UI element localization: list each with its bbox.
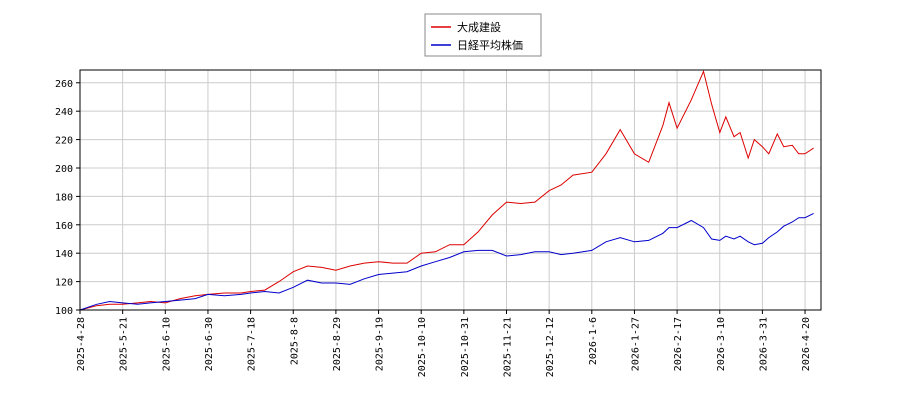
y-tick-label: 140 — [55, 249, 73, 260]
x-tick-label: 2025-10-10 — [417, 317, 428, 377]
x-tick-label: 2026-4-20 — [801, 317, 812, 371]
x-tick-label: 2026-3-31 — [758, 317, 769, 371]
y-tick-label: 220 — [55, 136, 73, 147]
x-tick-label: 2026-2-17 — [673, 317, 684, 371]
y-tick-label: 200 — [55, 164, 73, 175]
x-tick-label: 2026-3-10 — [716, 317, 727, 371]
x-tick-label: 2025-10-31 — [460, 317, 471, 377]
x-tick-label: 2025-6-30 — [204, 317, 215, 371]
x-tick-label: 2025-6-10 — [161, 317, 172, 371]
x-tick-label: 2025-12-12 — [545, 317, 556, 377]
legend-label: 日経平均株価 — [457, 38, 523, 52]
y-tick-label: 100 — [55, 306, 73, 317]
data-line — [79, 212, 814, 311]
x-tick-label: 2025-8-8 — [289, 317, 300, 365]
y-tick-label: 260 — [55, 79, 73, 90]
legend-box — [424, 13, 542, 57]
x-tick-label: 2025-7-18 — [247, 317, 258, 371]
x-tick-label: 2026-1-6 — [588, 317, 599, 365]
x-tick-label: 2026-1-27 — [630, 317, 641, 371]
data-line — [79, 69, 814, 311]
legend-label: 大成建設 — [457, 20, 501, 34]
y-tick-label: 160 — [55, 221, 73, 232]
y-tick-label: 240 — [55, 107, 73, 118]
y-tick-label: 180 — [55, 192, 73, 203]
x-tick-label: 2025-9-19 — [375, 317, 386, 371]
plot-frame — [79, 69, 822, 311]
x-tick-label: 2025-5-21 — [119, 317, 130, 371]
y-tick-label: 120 — [55, 278, 73, 289]
x-tick-label: 2025-11-21 — [503, 317, 514, 377]
x-tick-label: 2025-8-29 — [332, 317, 343, 371]
x-tick-label: 2025-4-28 — [76, 317, 87, 371]
